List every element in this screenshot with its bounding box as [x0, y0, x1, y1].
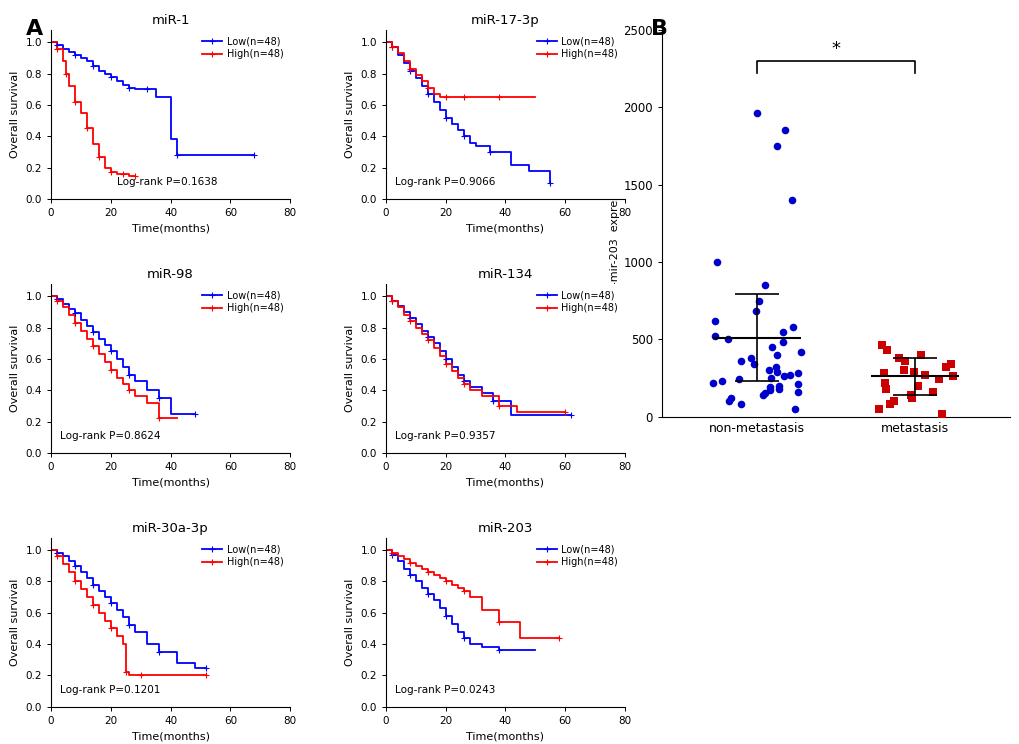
Point — [756, 388, 772, 400]
Point — [760, 365, 776, 376]
Point — [708, 256, 725, 268]
Point — [754, 389, 770, 401]
X-axis label: Time(months): Time(months) — [131, 478, 209, 487]
Point — [767, 361, 784, 373]
Point — [770, 383, 787, 395]
Text: A: A — [25, 19, 43, 39]
Point — [902, 389, 918, 401]
Point — [878, 344, 895, 356]
X-axis label: Time(months): Time(months) — [131, 224, 209, 234]
X-axis label: Time(months): Time(months) — [466, 478, 544, 487]
Point — [789, 378, 805, 390]
Point — [781, 369, 797, 381]
Point — [884, 395, 901, 407]
Title: miR-98: miR-98 — [147, 268, 194, 281]
Point — [881, 398, 898, 410]
Point — [745, 358, 761, 370]
Title: miR-1: miR-1 — [151, 14, 190, 28]
Y-axis label: Overall survival: Overall survival — [10, 579, 20, 666]
Point — [903, 392, 919, 404]
Point — [875, 368, 892, 379]
Point — [895, 365, 911, 376]
Point — [870, 403, 887, 415]
Point — [732, 398, 748, 410]
Point — [783, 194, 799, 206]
Point — [750, 295, 766, 307]
Point — [704, 376, 720, 388]
Point — [872, 339, 889, 351]
Legend: Low(n=48), High(n=48): Low(n=48), High(n=48) — [535, 542, 620, 569]
Text: *: * — [830, 39, 840, 57]
Legend: Low(n=48), High(n=48): Low(n=48), High(n=48) — [200, 35, 285, 62]
Point — [769, 379, 786, 391]
Point — [762, 372, 779, 384]
Title: miR-30a-3p: miR-30a-3p — [132, 522, 209, 535]
Point — [773, 336, 790, 348]
Point — [905, 366, 921, 378]
X-axis label: Time(months): Time(months) — [466, 224, 544, 234]
Point — [890, 352, 906, 364]
Text: Log-rank P=0.1638: Log-rank P=0.1638 — [116, 177, 217, 187]
Legend: Low(n=48), High(n=48): Low(n=48), High(n=48) — [200, 289, 285, 315]
Point — [877, 383, 894, 395]
Point — [775, 371, 792, 382]
Legend: Low(n=48), High(n=48): Low(n=48), High(n=48) — [535, 289, 620, 315]
Point — [713, 375, 730, 387]
Point — [767, 366, 784, 378]
Point — [763, 341, 780, 353]
Point — [776, 124, 793, 136]
Point — [761, 381, 777, 393]
Y-axis label: hsa-mir-203  expression level: hsa-mir-203 expression level — [610, 141, 620, 305]
X-axis label: Time(months): Time(months) — [466, 731, 544, 741]
Point — [924, 386, 941, 398]
Point — [720, 395, 737, 407]
Point — [909, 379, 925, 391]
Point — [768, 140, 785, 152]
Point — [896, 355, 912, 367]
Point — [768, 349, 785, 361]
X-axis label: Time(months): Time(months) — [131, 731, 209, 741]
Point — [756, 279, 772, 291]
Text: Log-rank P=0.8624: Log-rank P=0.8624 — [60, 431, 160, 440]
Point — [786, 403, 802, 415]
Point — [933, 408, 950, 420]
Y-axis label: Overall survival: Overall survival — [10, 71, 20, 158]
Y-axis label: Overall survival: Overall survival — [344, 324, 355, 412]
Title: miR-17-3p: miR-17-3p — [471, 14, 539, 28]
Point — [876, 376, 893, 388]
Point — [774, 326, 791, 338]
Text: Log-rank P=0.0243: Log-rank P=0.0243 — [394, 684, 494, 695]
Point — [748, 107, 764, 119]
Point — [706, 315, 722, 327]
Point — [733, 355, 749, 367]
Point — [789, 368, 805, 379]
Y-axis label: Overall survival: Overall survival — [344, 71, 355, 158]
Point — [747, 306, 763, 318]
Point — [912, 349, 928, 361]
Point — [929, 373, 946, 385]
Title: miR-203: miR-203 — [477, 522, 533, 535]
Point — [915, 369, 931, 381]
Text: Log-rank P=0.1201: Log-rank P=0.1201 — [60, 684, 160, 695]
Title: miR-134: miR-134 — [477, 268, 533, 281]
Point — [706, 330, 722, 342]
Point — [792, 346, 808, 358]
Point — [743, 352, 759, 364]
Point — [718, 333, 735, 345]
Point — [943, 358, 959, 370]
Legend: Low(n=48), High(n=48): Low(n=48), High(n=48) — [200, 542, 285, 569]
Point — [761, 385, 777, 397]
Point — [944, 371, 960, 382]
Point — [730, 373, 746, 385]
Text: Log-rank P=0.9066: Log-rank P=0.9066 — [394, 177, 494, 187]
Legend: Low(n=48), High(n=48): Low(n=48), High(n=48) — [535, 35, 620, 62]
Point — [936, 361, 953, 373]
Point — [721, 392, 738, 404]
Text: Log-rank P=0.9357: Log-rank P=0.9357 — [394, 431, 495, 440]
Point — [789, 386, 805, 398]
Y-axis label: Overall survival: Overall survival — [10, 324, 20, 412]
Y-axis label: Overall survival: Overall survival — [344, 579, 355, 666]
Point — [784, 321, 800, 333]
Text: B: B — [650, 19, 667, 39]
